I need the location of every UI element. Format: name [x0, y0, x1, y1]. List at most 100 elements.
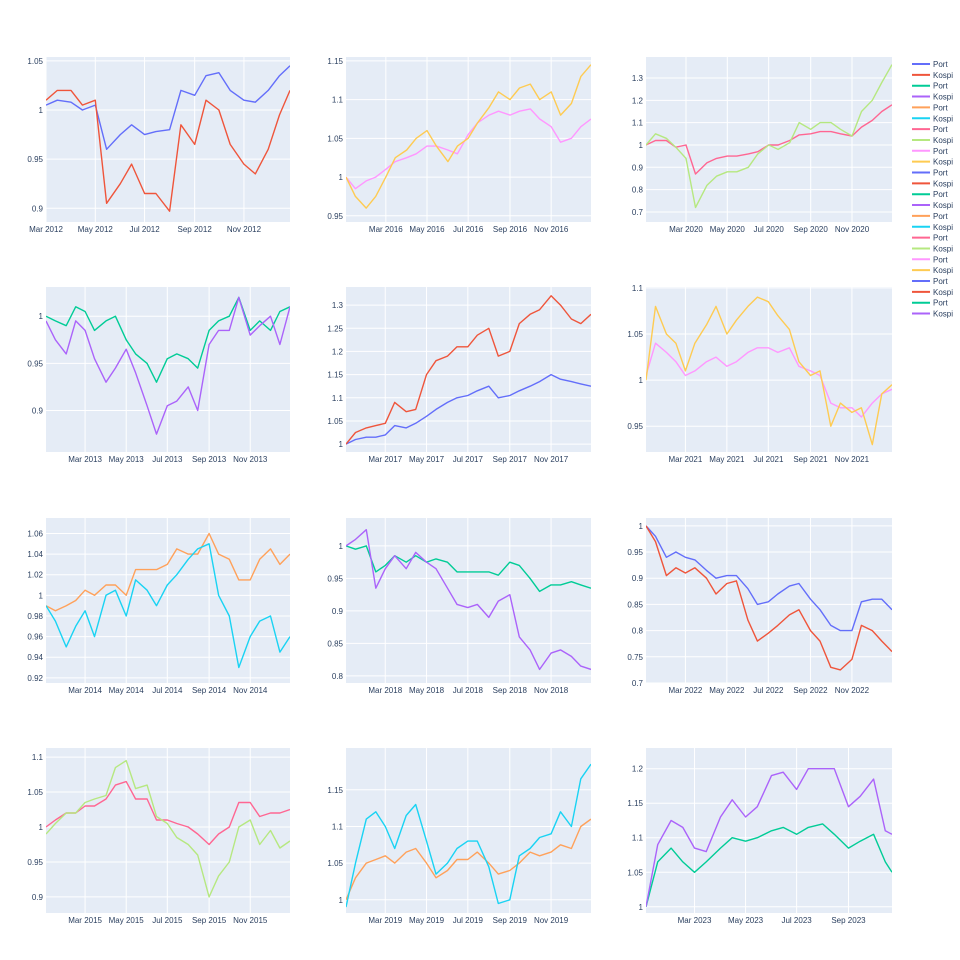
y-tick-label: 0.85 [327, 639, 343, 648]
legend-item[interactable]: Port [912, 82, 948, 91]
x-tick-label: Mar 2017 [368, 455, 402, 464]
y-tick-label: 1.05 [627, 330, 643, 339]
legend-item[interactable]: Kospi [912, 223, 953, 232]
legend-item[interactable]: Port [912, 169, 948, 178]
x-tick-label: Jul 2019 [453, 916, 484, 925]
y-tick-label: 1.1 [32, 753, 44, 762]
x-tick-label: May 2017 [409, 455, 445, 464]
y-tick-label: 1.05 [327, 417, 343, 426]
x-tick-label: Mar 2016 [369, 225, 403, 234]
legend-item[interactable]: Kospi [912, 244, 953, 253]
y-tick-label: 0.9 [32, 204, 44, 213]
plot-area [346, 748, 591, 913]
legend-item[interactable]: Kospi [912, 266, 953, 275]
legend-item[interactable]: Port [912, 299, 948, 308]
x-tick-label: May 2014 [109, 686, 145, 695]
legend-item[interactable]: Kospi [912, 201, 953, 210]
y-tick-label: 1.1 [632, 834, 644, 843]
y-tick-label: 1 [639, 376, 644, 385]
x-tick-label: Nov 2012 [227, 225, 262, 234]
y-tick-label: 0.95 [27, 155, 43, 164]
legend-label: Port [933, 147, 948, 156]
legend-item[interactable]: Kospi [912, 288, 953, 297]
y-tick-label: 1.3 [632, 74, 644, 83]
legend-label: Port [933, 82, 948, 91]
y-tick-label: 1.1 [632, 119, 644, 128]
legend-item[interactable]: Kospi [912, 93, 953, 102]
legend-item[interactable]: Port [912, 125, 948, 134]
y-tick-label: 0.96 [27, 633, 43, 642]
x-tick-label: Sep 2022 [793, 686, 828, 695]
series-line-port-2022 [646, 525, 892, 632]
legend-label: Port [933, 60, 948, 69]
y-tick-label: 0.95 [627, 548, 643, 557]
x-tick-label: May 2022 [709, 686, 745, 695]
subplot-2023: 1 1.05 1.1 1.15 1.2 Mar 2023 May 2023 Jul 2023 S… [627, 748, 892, 925]
y-tick-label: 1.1 [332, 96, 344, 105]
x-tick-label: Jul 2020 [754, 225, 785, 234]
legend-item[interactable]: Kospi [912, 71, 953, 80]
legend-item[interactable]: Port [912, 255, 948, 264]
x-tick-label: Nov 2016 [534, 225, 569, 234]
x-tick-label: Mar 2014 [68, 686, 102, 695]
plot-area [46, 748, 290, 913]
x-tick-label: May 2021 [709, 455, 745, 464]
y-tick-label: 0.95 [27, 359, 43, 368]
series-line-port-2012 [46, 65, 290, 151]
x-tick-label: Sep 2020 [794, 225, 829, 234]
y-tick-label: 1.15 [327, 371, 343, 380]
legend-item[interactable]: Port [912, 147, 948, 156]
y-tick-label: 1 [339, 896, 344, 905]
legend-item[interactable]: Kospi [912, 179, 953, 188]
y-tick-label: 1 [39, 312, 44, 321]
legend-item[interactable]: Kospi [912, 310, 953, 319]
y-tick-label: 1.1 [332, 394, 344, 403]
plot-area [646, 748, 892, 913]
legend-item[interactable]: Port [912, 277, 948, 286]
x-tick-label: Sep 2019 [493, 916, 528, 925]
legend-label: Kospi [933, 223, 953, 232]
legend-label: Kospi [933, 179, 953, 188]
legend-item[interactable]: Port [912, 190, 948, 199]
legend-label: Port [933, 125, 948, 134]
subplot-2020: 0.7 0.8 0.9 1 1.1 1.2 1.3 Mar 2020 May 2020 Jul 2… [632, 57, 892, 234]
legend-label: Port [933, 212, 948, 221]
legend-item[interactable]: Kospi [912, 136, 953, 145]
plot-area [346, 518, 591, 683]
y-tick-label: 1.05 [627, 868, 643, 877]
y-tick-label: 0.92 [27, 674, 43, 683]
legend-label: Port [933, 277, 948, 286]
y-tick-label: 1.1 [632, 284, 644, 293]
series-line-port-2019 [346, 818, 591, 901]
legend-item[interactable]: Port [912, 60, 948, 69]
y-tick-label: 1.1 [332, 822, 344, 831]
subplot-2019: 1 1.05 1.1 1.15 Mar 2019 May 2019 Jul 2019 Sep … [327, 748, 591, 925]
y-tick-label: 1.05 [27, 788, 43, 797]
legend-item[interactable]: Port [912, 212, 948, 221]
x-tick-label: Mar 2013 [68, 455, 102, 464]
subplot-2017: 1 1.05 1.1 1.15 1.2 1.25 1.3 Mar 2017 May 2017 Ju… [327, 287, 591, 464]
series-line-kospi-2018 [346, 529, 591, 671]
plot-area [346, 287, 591, 452]
legend-item[interactable]: Port [912, 234, 948, 243]
subplot-2013: 0.9 0.95 1 Mar 2013 May 2013 Jul 2013 Sep 2013… [27, 287, 290, 464]
x-tick-label: Jul 2016 [453, 225, 484, 234]
x-tick-label: Nov 2014 [233, 686, 268, 695]
x-tick-label: Jul 2021 [753, 455, 784, 464]
legend-item[interactable]: Kospi [912, 158, 953, 167]
legend-label: Port [933, 169, 948, 178]
y-tick-label: 1.2 [332, 347, 344, 356]
legend-label: Kospi [933, 288, 953, 297]
x-tick-label: Jul 2023 [781, 916, 812, 925]
x-tick-label: May 2016 [409, 225, 445, 234]
x-tick-label: May 2012 [78, 225, 114, 234]
legend-label: Kospi [933, 244, 953, 253]
x-tick-label: Jul 2017 [453, 455, 484, 464]
x-tick-label: Sep 2012 [178, 225, 213, 234]
y-tick-label: 1.05 [327, 859, 343, 868]
legend-item[interactable]: Kospi [912, 114, 953, 123]
x-tick-label: Sep 2016 [493, 225, 528, 234]
series-line-kospi-2019 [346, 763, 591, 908]
legend-item[interactable]: Port [912, 103, 948, 112]
x-tick-label: Sep 2017 [493, 455, 528, 464]
